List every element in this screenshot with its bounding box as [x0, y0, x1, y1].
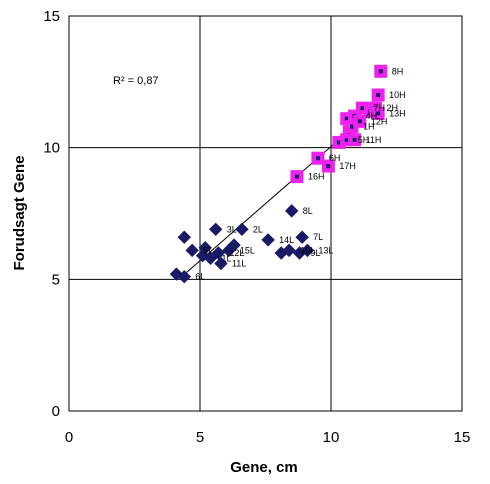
- point-label: 11L: [232, 259, 246, 269]
- point-label: 13H: [389, 108, 406, 118]
- data-point-diamond: [177, 269, 191, 284]
- gridlines: [68, 15, 463, 412]
- point-label: 8H: [392, 66, 404, 76]
- point-label: 1L: [221, 253, 231, 263]
- y-tick-label: 0: [52, 403, 60, 420]
- point-label: 2L: [253, 224, 263, 234]
- data-point-diamond: [203, 251, 218, 265]
- data-point-diamond: [282, 243, 296, 258]
- data-point-square-center: [344, 137, 349, 142]
- point-label: 10L: [300, 245, 315, 255]
- data-point-diamond: [300, 243, 315, 258]
- y-tick-label: 10: [43, 140, 60, 157]
- y-tick-label: 15: [43, 8, 60, 25]
- data-point-diamond: [235, 222, 249, 237]
- point-label: 14L: [279, 235, 294, 245]
- point-labels: 6L5L1L3L12L11L15L2L14L10L8L9L7L13L16H6H1…: [195, 66, 405, 281]
- data-point-square-center: [376, 111, 381, 116]
- data-point-square-center: [349, 124, 354, 129]
- point-label: 6H: [329, 153, 341, 163]
- point-label: 9L: [311, 248, 321, 258]
- data-point-square-center: [352, 137, 357, 142]
- axes: 0 5 10 15 0 5 10 15: [43, 8, 470, 446]
- point-label: 12H: [371, 116, 388, 126]
- x-tick-label: 5: [196, 429, 204, 446]
- point-label: 7H: [373, 103, 385, 113]
- data-point-diamond: [209, 222, 223, 237]
- data-point-diamond: [211, 246, 226, 260]
- point-label: 13L: [318, 245, 333, 255]
- data-point-diamond: [227, 238, 241, 252]
- y-tick-label: 5: [52, 271, 60, 288]
- data-point-square-center: [376, 93, 381, 97]
- point-label: 17H: [339, 161, 356, 171]
- data-point-square-center: [344, 116, 349, 121]
- data-point-diamond: [177, 230, 191, 244]
- data-point-square-center: [315, 156, 320, 161]
- data-point-square-center: [360, 106, 365, 111]
- point-label: 12L: [229, 248, 244, 258]
- x-tick-label: 15: [454, 429, 471, 446]
- data-point-square-center: [357, 119, 362, 124]
- data-point-diamond: [198, 241, 212, 255]
- r-squared-annotation: R² = 0,87: [113, 75, 159, 87]
- data-point-diamond: [214, 256, 228, 271]
- point-label: 5H: [358, 135, 370, 145]
- point-label: 4H: [366, 111, 378, 121]
- point-label: 7L: [313, 232, 323, 242]
- point-label: 11H: [366, 135, 382, 145]
- x-tick-label: 0: [65, 429, 73, 446]
- data-point-square-center: [336, 140, 341, 145]
- point-label: 2H: [387, 103, 399, 113]
- data-point-square-center: [326, 164, 331, 169]
- x-axis-title: Gene, cm: [230, 459, 298, 476]
- point-label: 10H: [389, 90, 406, 100]
- data-point-diamond: [261, 233, 275, 247]
- data-points: [169, 64, 388, 284]
- plot-area-frame: [68, 15, 463, 412]
- y-axis-title: Forudsagt Gene: [11, 155, 28, 270]
- point-label: 5L: [203, 245, 213, 255]
- point-label: 16H: [308, 172, 325, 182]
- x-tick-label: 10: [323, 429, 340, 446]
- point-label: 3L: [227, 224, 237, 234]
- data-point-square-center: [378, 69, 383, 74]
- data-point-diamond: [185, 243, 199, 258]
- data-point-square-center: [294, 174, 299, 179]
- data-point-diamond: [284, 204, 299, 218]
- point-label: 6L: [195, 272, 205, 282]
- point-label: 15L: [240, 245, 255, 255]
- point-label: 8L: [303, 206, 313, 216]
- point-label: 1H: [363, 122, 375, 132]
- data-point-diamond: [295, 230, 309, 244]
